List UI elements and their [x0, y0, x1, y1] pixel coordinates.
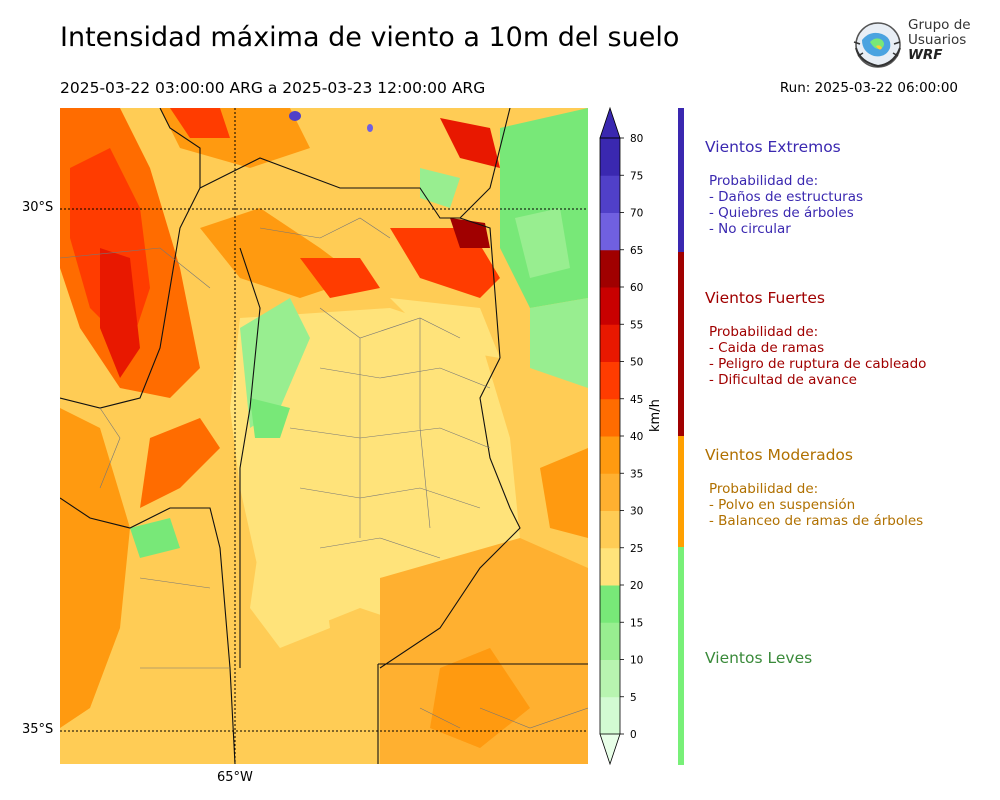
- province-borders: [60, 108, 588, 764]
- category-description: Probabilidad de: - Polvo en suspensión -…: [705, 481, 923, 529]
- logo-wrf: WRF: [908, 47, 943, 63]
- colorbar-tick-label: 15: [630, 617, 643, 629]
- colorbar-segment: [600, 324, 620, 362]
- colorbar-segment: [600, 659, 620, 698]
- category-line: - Quiebres de árboles: [709, 205, 854, 221]
- colorbar: 0 5 10 15 20 25 30 35 40 45 50 55 60 65 70 75 80: [599, 106, 643, 766]
- colorbar-tick-label: 20: [630, 580, 643, 592]
- moderate-wind-region: [60, 408, 130, 728]
- graticule: [60, 108, 588, 764]
- category-bar-light: [678, 547, 684, 765]
- colorbar-tick-label: 0: [630, 729, 637, 741]
- colorbar-tick-label: 35: [630, 468, 643, 480]
- strong-wind-core: [450, 218, 490, 248]
- moderate-wind-region: [430, 648, 530, 748]
- colorbar-unit: km/h: [648, 399, 663, 432]
- colorbar-tick-label: 55: [630, 319, 643, 331]
- colorbar-tick-label: 80: [630, 133, 643, 145]
- category-strong: Vientos Fuertes Probabilidad de: - Caida…: [705, 289, 926, 388]
- category-line: Probabilidad de:: [709, 324, 819, 340]
- category-line: Probabilidad de:: [709, 173, 819, 189]
- colorbar-segment: [600, 212, 620, 251]
- strong-wind-core: [170, 108, 230, 138]
- category-bar-moderate: [678, 436, 684, 547]
- colorbar-tick-label: 30: [630, 506, 643, 518]
- strong-wind-core: [300, 258, 380, 298]
- colorbar-tick-label: 65: [630, 245, 643, 257]
- lat-label: 30°S: [22, 200, 54, 215]
- colorbar-segment: [600, 138, 620, 176]
- extreme-wind-spot: [367, 124, 373, 132]
- light-wind-region: [530, 298, 588, 388]
- map-title: Intensidad máxima de viento a 10m del su…: [60, 22, 680, 53]
- strong-wind-core: [100, 248, 140, 378]
- category-line: - Daños de estructuras: [709, 189, 864, 205]
- forecast-period: 2025-03-22 03:00:00 ARG a 2025-03-23 12:…: [60, 79, 486, 97]
- extreme-wind-spot: [289, 111, 301, 121]
- colorbar-segment: [600, 361, 620, 400]
- wind-map: [60, 108, 588, 764]
- colorbar-tick-label: 25: [630, 543, 643, 555]
- colorbar-segment: [600, 398, 620, 437]
- light-wind-region: [515, 208, 570, 278]
- category-description: Probabilidad de: - Daños de estructuras …: [705, 173, 863, 237]
- colorbar-segment: [600, 287, 620, 325]
- colorbar-tick-label: 45: [630, 394, 643, 406]
- category-moderate: Vientos Moderados Probabilidad de: - Pol…: [705, 446, 923, 529]
- calm-region: [390, 298, 500, 358]
- logo-line: Usuarios: [908, 32, 967, 48]
- logo-line: Grupo de: [908, 17, 971, 33]
- lat-label: 35°S: [22, 722, 54, 737]
- moderate-wind-region: [540, 448, 588, 538]
- colorbar-segment: [600, 585, 620, 623]
- category-title: Vientos Extremos: [705, 138, 841, 156]
- category-light: Vientos Leves: [705, 649, 812, 667]
- globe-icon: [853, 22, 901, 68]
- colorbar-tick-label: 70: [630, 208, 643, 220]
- colorbar-tick-label: 75: [630, 170, 643, 182]
- colorbar-extend-min: [599, 733, 621, 766]
- category-bar-extreme: [678, 108, 684, 252]
- category-description: Probabilidad de: - Caida de ramas - Peli…: [705, 324, 926, 388]
- run-time: Run: 2025-03-22 06:00:00: [779, 80, 958, 96]
- logo-text: Grupo de Usuarios WRF: [908, 18, 971, 63]
- category-line: - No circular: [709, 221, 791, 237]
- colorbar-segment: [600, 249, 620, 288]
- category-title: Vientos Leves: [705, 649, 813, 667]
- colorbar-tick-label: 50: [630, 357, 643, 369]
- colorbar-tick-label: 5: [630, 692, 637, 704]
- colorbar-segment: [600, 436, 620, 474]
- colorbar-segment: [600, 547, 620, 586]
- colorbar-segment: [600, 175, 620, 213]
- category-title: Vientos Moderados: [705, 446, 853, 464]
- calm-region: [230, 308, 520, 628]
- category-line: - Caida de ramas: [709, 340, 825, 356]
- category-title: Vientos Fuertes: [705, 289, 825, 307]
- light-wind-region: [250, 398, 290, 438]
- colorbar-segment: [600, 510, 620, 549]
- department-borders: [60, 217, 588, 729]
- light-wind-region: [420, 168, 460, 208]
- category-line: - Polvo en suspensión: [709, 497, 856, 513]
- category-line: Probabilidad de:: [709, 481, 819, 497]
- category-line: - Peligro de ruptura de cableado: [709, 356, 927, 372]
- strong-wind-core: [440, 118, 500, 168]
- colorbar-tick-label: 10: [630, 655, 643, 667]
- colorbar-segment: [600, 473, 620, 511]
- strong-wind-region: [140, 418, 220, 508]
- category-extreme: Vientos Extremos Probabilidad de: - Daño…: [705, 138, 863, 237]
- colorbar-tick-label: 60: [630, 282, 643, 294]
- colorbar-extend-max: [599, 106, 621, 139]
- category-line: - Dificultad de avance: [709, 372, 857, 388]
- colorbar-tick-label: 40: [630, 431, 643, 443]
- light-wind-region: [130, 518, 180, 558]
- category-line: - Balanceo de ramas de árboles: [709, 513, 924, 529]
- colorbar-segment: [600, 622, 620, 660]
- lon-label: 65°W: [217, 770, 253, 785]
- calm-region: [250, 538, 330, 648]
- colorbar-segment: [600, 696, 620, 735]
- category-bar-strong: [678, 252, 684, 436]
- group-logo: Grupo de Usuarios WRF: [850, 18, 971, 72]
